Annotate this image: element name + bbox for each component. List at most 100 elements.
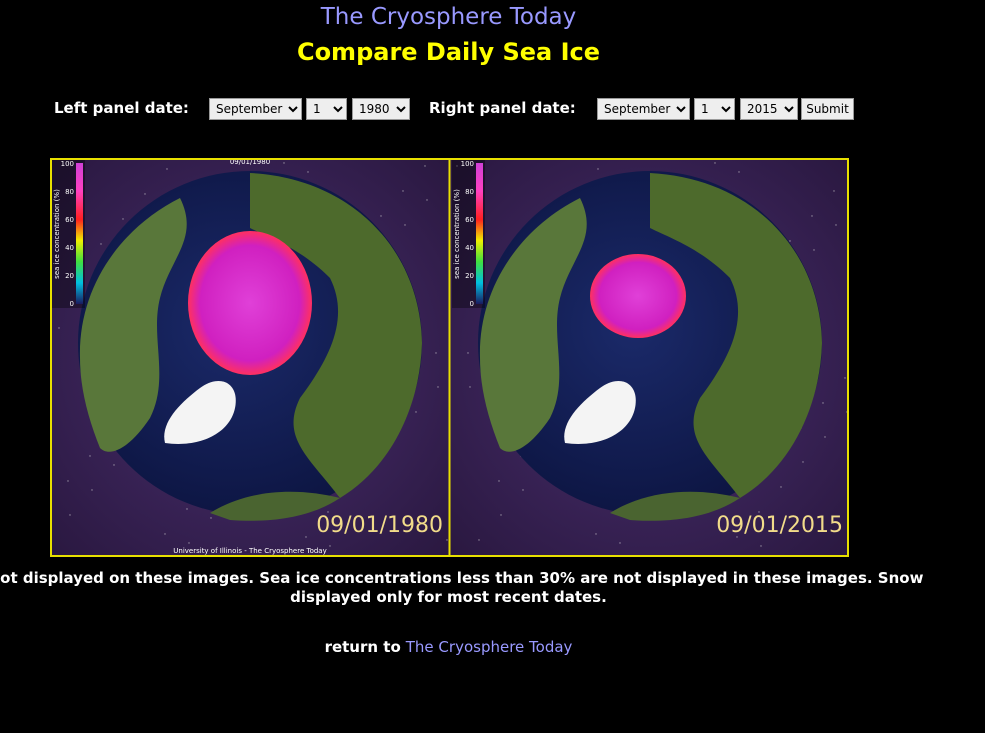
colorbar-tick: 60: [465, 216, 474, 224]
star: [619, 542, 621, 544]
land: [650, 173, 822, 498]
top-date-stamp: 09/01/1980: [230, 158, 270, 166]
left-date-label: Left panel date:: [54, 99, 189, 117]
land: [250, 173, 422, 498]
star: [595, 533, 597, 535]
star: [402, 190, 404, 192]
note-line: n not displayed on these images. Sea ice…: [0, 569, 924, 587]
colorbar-tick: 20: [65, 272, 74, 280]
land: [610, 491, 740, 521]
star: [380, 215, 382, 217]
star: [329, 545, 331, 547]
left-month[interactable]: September: [209, 98, 302, 120]
left-day[interactable]: 1: [306, 98, 347, 120]
right-date-label: Right panel date:: [429, 99, 576, 117]
right-year[interactable]: 2015: [740, 98, 798, 120]
star: [824, 436, 826, 438]
star: [437, 386, 439, 388]
colorbar: [76, 163, 83, 304]
colorbar-tick: 80: [65, 188, 74, 196]
page-subtitle: Compare Daily Sea Ice: [296, 38, 601, 66]
star: [736, 536, 738, 538]
star: [467, 352, 469, 354]
star: [822, 402, 824, 404]
land: [479, 198, 587, 452]
sea-ice-panels: 100 80 60 40 20 0 sea ice concentration (%) 09/…: [50, 158, 849, 557]
star: [498, 480, 500, 482]
right-month[interactable]: September: [597, 98, 690, 120]
note-line: displayed only for most recent dates.: [290, 588, 607, 606]
colorbar-tick: 100: [61, 160, 74, 168]
star: [91, 489, 93, 491]
star: [478, 539, 480, 541]
home-link[interactable]: The Cryosphere Today: [405, 638, 573, 656]
greenland: [564, 380, 636, 444]
colorbar-label: sea ice concentration (%): [453, 189, 461, 279]
star: [122, 218, 124, 220]
star: [522, 489, 524, 491]
star: [58, 327, 60, 329]
star: [738, 171, 740, 173]
star: [813, 249, 815, 251]
land: [79, 198, 187, 452]
star: [435, 352, 437, 354]
star: [69, 514, 71, 516]
star: [835, 224, 837, 226]
star: [458, 199, 460, 201]
star: [446, 539, 448, 541]
colorbar: [476, 163, 483, 304]
star: [597, 168, 599, 170]
star: [164, 533, 166, 535]
footer-prefix: return to: [324, 638, 401, 656]
colorbar-tick: 0: [470, 300, 474, 308]
star: [760, 545, 762, 547]
sea-ice: [188, 231, 312, 375]
star: [811, 215, 813, 217]
land: [210, 491, 340, 521]
star: [283, 162, 285, 164]
footer: return to The Cryosphere Today: [0, 638, 897, 656]
colorbar-tick: 20: [465, 272, 474, 280]
star: [67, 480, 69, 482]
star: [305, 536, 307, 538]
star: [144, 193, 146, 195]
star: [424, 165, 426, 167]
star: [780, 486, 782, 488]
colorbar-tick: 100: [461, 160, 474, 168]
star: [789, 240, 791, 242]
colorbar-tick: 40: [465, 244, 474, 252]
left-year[interactable]: 1980: [352, 98, 410, 120]
star: [89, 455, 91, 457]
star: [100, 243, 102, 245]
colorbar-tick: 0: [70, 300, 74, 308]
sea-ice: [590, 254, 686, 338]
star: [426, 199, 428, 201]
star: [404, 224, 406, 226]
submit-button[interactable]: Submit: [801, 98, 854, 120]
colorbar-tick: 80: [465, 188, 474, 196]
star: [307, 171, 309, 173]
star: [714, 162, 716, 164]
site-title: The Cryosphere Today: [320, 4, 577, 30]
star: [844, 377, 846, 379]
star: [758, 511, 760, 513]
star: [210, 517, 212, 519]
colorbar-tick: 60: [65, 216, 74, 224]
right-day[interactable]: 1: [694, 98, 735, 120]
star: [113, 464, 115, 466]
star: [415, 411, 417, 413]
colorbar-tick: 40: [65, 244, 74, 252]
date-stamp: 09/01/2015: [716, 513, 843, 538]
star: [500, 514, 502, 516]
panel: 100 80 60 40 20 0 sea ice concentration (%) 09/…: [50, 158, 449, 557]
star: [186, 508, 188, 510]
star: [166, 168, 168, 170]
star: [327, 511, 329, 513]
greenland: [164, 380, 236, 444]
image-credit: University of Illinois - The Cryosphere …: [173, 547, 326, 555]
star: [469, 386, 471, 388]
star: [802, 461, 804, 463]
colorbar-label: sea ice concentration (%): [53, 189, 61, 279]
star: [188, 542, 190, 544]
